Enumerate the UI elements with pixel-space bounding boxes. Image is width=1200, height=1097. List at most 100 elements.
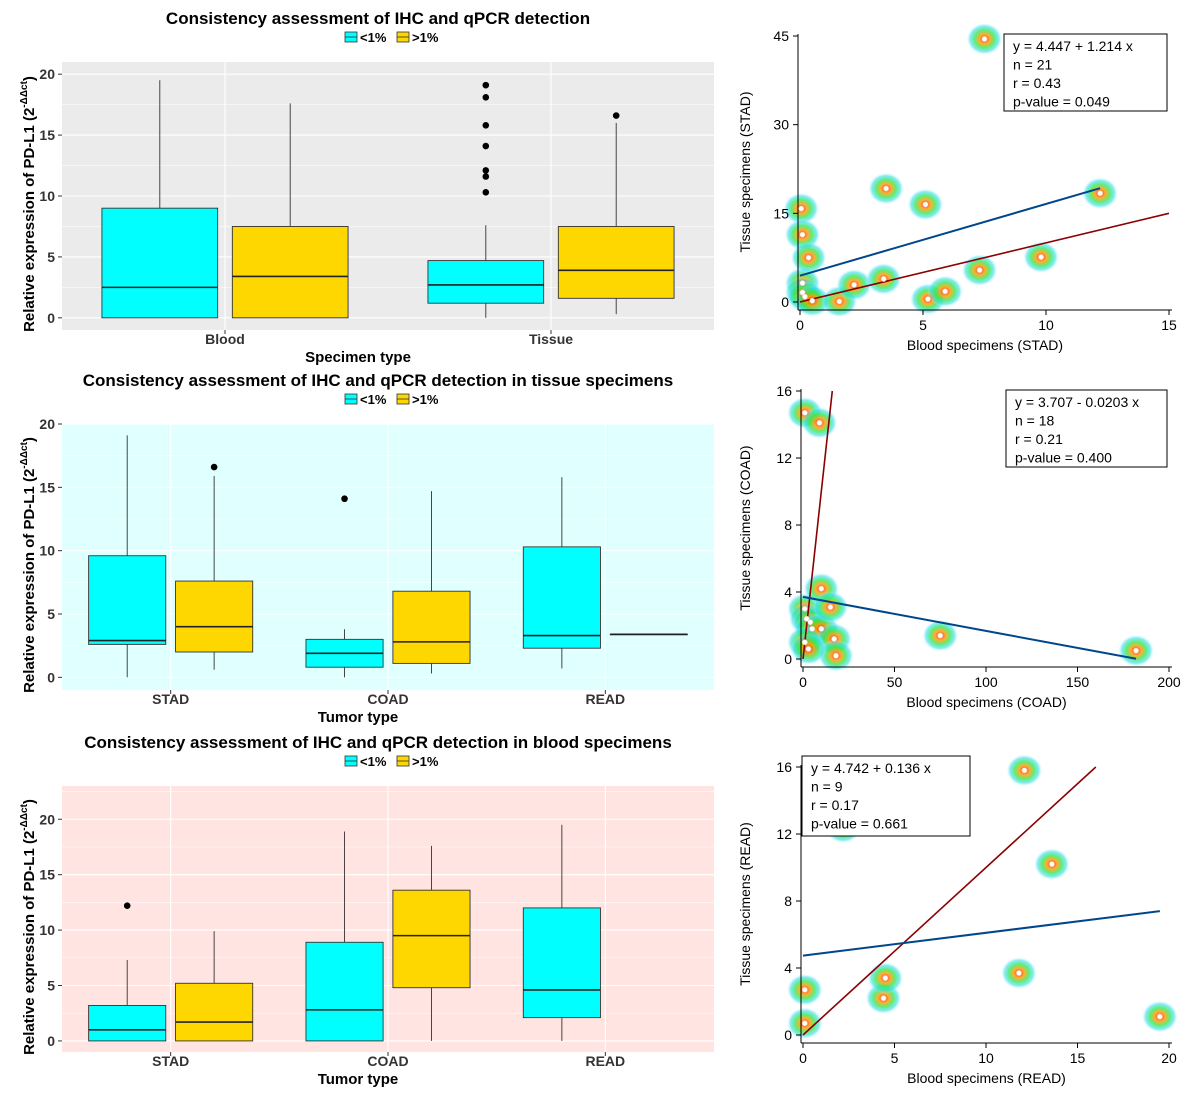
x-axis-label: Blood specimens (READ) (907, 1070, 1066, 1086)
data-point (925, 296, 931, 302)
y-axis-label-close: ) (21, 799, 38, 804)
data-point (798, 205, 805, 212)
x-tick-label: 15 (1161, 317, 1177, 333)
y-tick-label: 10 (39, 188, 55, 204)
stats-line: n = 18 (1015, 413, 1055, 429)
data-point (937, 632, 944, 639)
box-read-lt1 (522, 824, 601, 1041)
y-axis-label: Relative expression of PD-L1 (2-ΔΔct) (19, 799, 38, 1055)
y-axis-label-main: Relative expression of PD-L1 (2 (21, 831, 38, 1055)
data-point (831, 636, 838, 642)
stats-line: n = 9 (811, 779, 843, 795)
x-tick-label: STAD (152, 691, 189, 707)
identity-line (802, 390, 834, 660)
y-axis-label-sup: -ΔΔct (19, 803, 30, 830)
x-axis-label: Blood specimens (COAD) (906, 694, 1066, 710)
box-read-lt1 (522, 477, 601, 669)
box-body (231, 226, 349, 319)
x-tick-label: 0 (799, 674, 807, 690)
y-tick-label: 16 (776, 383, 792, 399)
y-axis-label-close: ) (21, 437, 38, 442)
x-tick-label: Tissue (529, 331, 573, 347)
data-point (880, 995, 887, 1002)
data-point (801, 986, 808, 993)
y-axis-label-main: Relative expression of PD-L1 (2 (21, 469, 38, 693)
box-body (101, 207, 219, 319)
y-tick-label: 8 (784, 517, 792, 533)
data-point (976, 267, 983, 273)
box-stad-lt1 (88, 902, 167, 1042)
box-body (88, 1005, 167, 1042)
y-tick-label: 0 (784, 651, 792, 667)
x-tick-label: STAD (152, 1053, 189, 1069)
box-stad-gt1 (175, 931, 254, 1042)
data-point (942, 288, 949, 295)
x-tick-label: 50 (887, 674, 903, 690)
scatter-panel-stad: 0 5 10 15 0 15 30 45 Blood specimens (STAD) Tissu… (737, 22, 1177, 353)
regression-line (802, 910, 1160, 957)
box-tissue-gt1 (557, 112, 675, 315)
stats-line: p-value = 0.661 (811, 816, 908, 832)
outlier-point (482, 94, 490, 101)
x-tick-label: 0 (796, 317, 804, 333)
data-point (1038, 254, 1044, 260)
stats-line: p-value = 0.400 (1015, 450, 1112, 466)
data-point (801, 639, 808, 646)
y-tick-label: 0 (784, 1027, 792, 1043)
box-body (392, 889, 471, 989)
stats-line: y = 3.707 - 0.0203 x (1015, 394, 1139, 410)
legend: <1% >1% (344, 30, 439, 45)
data-point (1097, 190, 1104, 197)
data-point (1021, 767, 1028, 774)
regression-line (799, 187, 1101, 277)
x-tick-label: COAD (367, 1053, 408, 1069)
data-point (882, 975, 889, 981)
data-point (801, 409, 808, 416)
data-point (1016, 970, 1022, 976)
box-coad-lt1 (305, 831, 384, 1042)
chart-title: Consistency assessment of IHC and qPCR d… (84, 733, 672, 752)
y-axis-label-close: ) (21, 76, 38, 81)
y-tick-label: 8 (784, 893, 792, 909)
scatter-panel-read: 0 5 10 15 20 0 4 8 12 16 Blood specimens (READ) Tis… (737, 754, 1178, 1086)
box-panel-tissue: Consistency assessment of IHC and qPCR d… (19, 371, 714, 726)
stats-line: n = 21 (1013, 57, 1053, 73)
box-panel-specimen: Consistency assessment of IHC and qPCR d… (19, 9, 714, 366)
stats-frame (1005, 389, 1168, 468)
box-body (522, 546, 601, 649)
box-blood-lt1 (101, 80, 219, 319)
data-point (799, 231, 806, 238)
data-point (883, 185, 889, 192)
x-tick-label: 100 (974, 674, 998, 690)
box-body (392, 590, 471, 664)
y-axis-label: Relative expression of PD-L1 (2-ΔΔct) (19, 76, 38, 332)
data-point (922, 201, 929, 208)
x-tick-label: 5 (919, 317, 927, 333)
y-axis-label: Tissue specimens (READ) (737, 822, 753, 986)
stats-frame (801, 755, 971, 837)
data-point (818, 585, 825, 592)
x-tick-label: 10 (1038, 317, 1054, 333)
box-body (175, 982, 254, 1042)
data-point (803, 615, 810, 622)
box-tissue-lt1 (427, 81, 545, 318)
y-tick-label: 10 (39, 543, 55, 559)
data-point (805, 254, 812, 261)
box-stad-lt1 (88, 435, 167, 678)
box-body (305, 941, 384, 1042)
data-point (836, 298, 843, 305)
outlier-point (482, 142, 490, 150)
outlier-point (482, 167, 490, 174)
box-body (522, 907, 601, 1019)
y-tick-label: 4 (784, 584, 792, 600)
y-axis-label: Tissue specimens (COAD) (737, 445, 753, 610)
legend-label: <1% (360, 30, 387, 45)
data-point (809, 625, 816, 632)
stats-line: p-value = 0.049 (1013, 94, 1110, 110)
legend: <1% >1% (344, 392, 439, 407)
data-point (981, 36, 988, 42)
x-axis-label: Tumor type (318, 709, 399, 726)
data-point (801, 1020, 808, 1027)
box-body (557, 226, 675, 299)
